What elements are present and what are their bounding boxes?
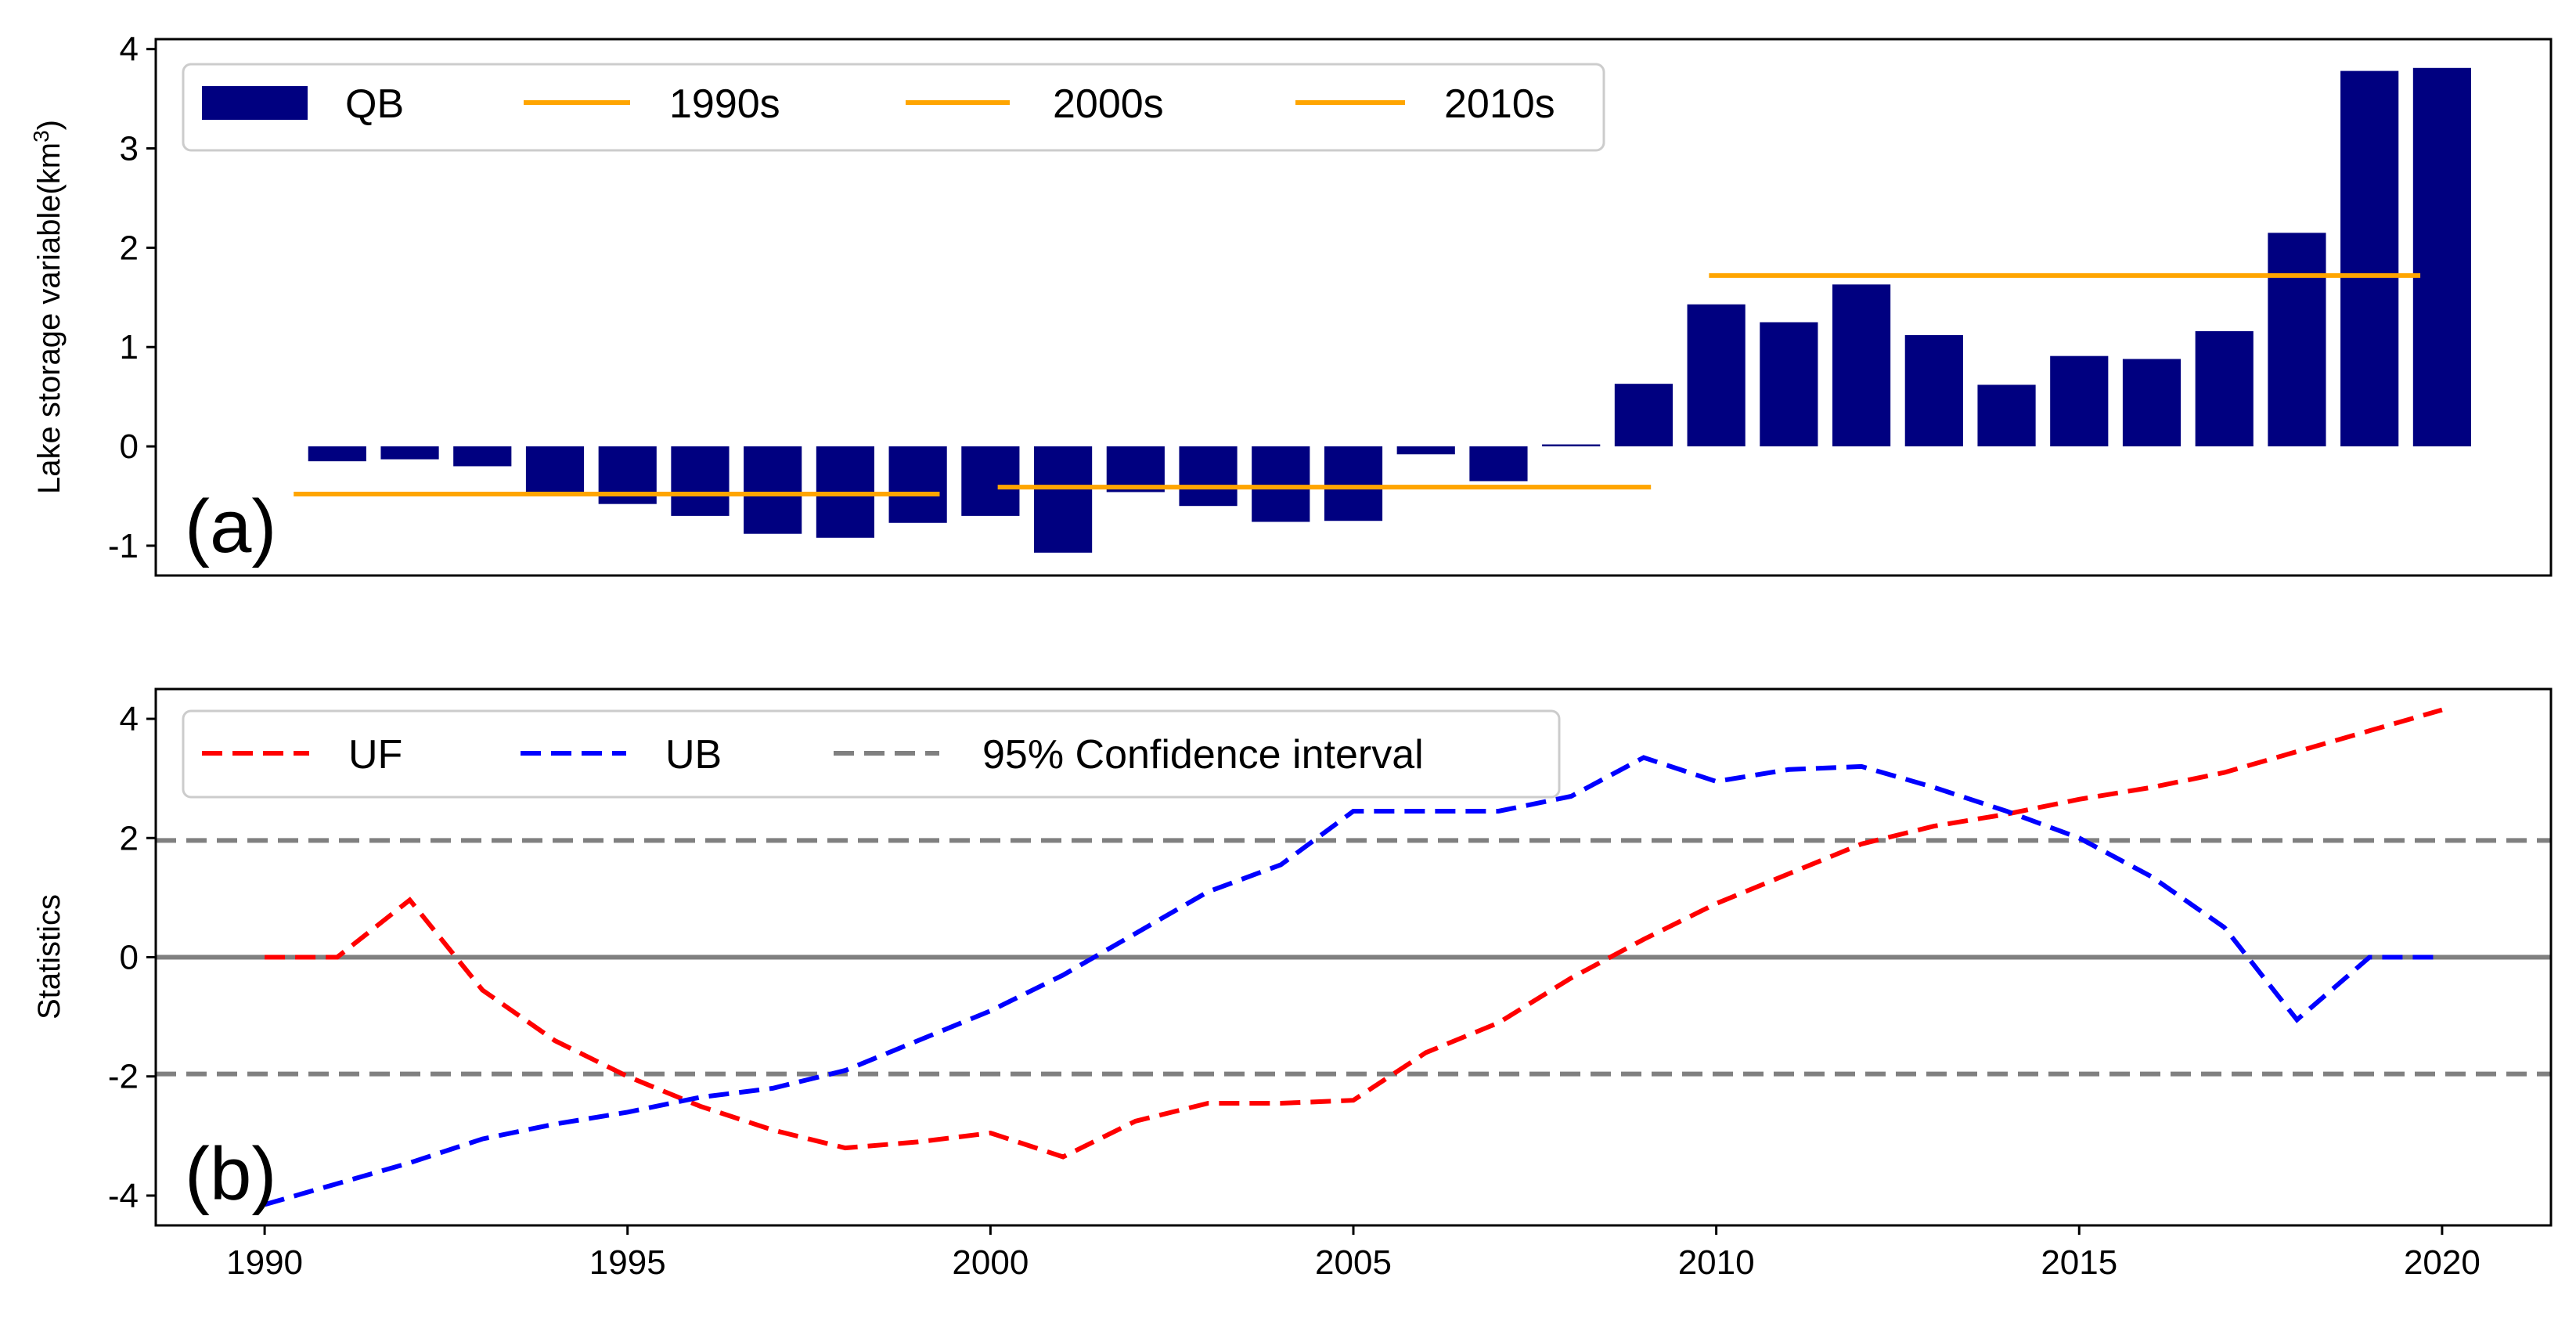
qb-bar-2006	[1396, 446, 1455, 455]
uf-line	[265, 707, 2443, 1160]
b-xtick-label: 2005	[1315, 1243, 1392, 1282]
legend-2000s-label: 2000s	[1053, 81, 1164, 127]
legend-2010s-label: 2010s	[1444, 81, 1555, 127]
qb-bar-2018	[2268, 233, 2326, 447]
panel-b-legend: UF UB 95% Confidence interval	[182, 709, 1561, 799]
panel-b-yticks: 4 2 0 -2 -4	[108, 700, 156, 1215]
b-ytick-label: 2	[120, 819, 139, 857]
panel-b: 4 2 0 -2 -4 1990 1995 2000 2005 2010 2015 2020 Sta…	[32, 687, 2553, 1282]
panel-a-legend-frame	[182, 63, 1605, 152]
qb-bar-2017	[2195, 330, 2254, 447]
legend-qb-label: QB	[345, 81, 404, 127]
a-ytick-label: 3	[120, 130, 139, 168]
panel-a-label: (a)	[185, 485, 276, 568]
panel-b-ylabel: Statistics	[32, 894, 67, 1019]
panel-a: 4 3 2 1 0 -1 Lake storage variable(km3) (a) Q…	[29, 31, 2553, 577]
qb-bar-1997	[744, 446, 802, 534]
qb-bar-1993	[453, 446, 512, 467]
ub-line	[264, 755, 2442, 1207]
b-xtick-label: 2020	[2404, 1243, 2481, 1282]
qb-bar-1991	[308, 446, 366, 462]
qb-bar-2016	[2122, 359, 2181, 447]
qb-bar-2012	[1832, 284, 1891, 447]
qb-bar-2009	[1614, 384, 1673, 447]
qb-bar-2001	[1034, 446, 1093, 553]
qb-bar-2020	[2412, 67, 2471, 447]
panel-a-legend: QB 1990s 2000s 2010s	[182, 63, 1605, 152]
qb-bar-2013	[1904, 335, 1963, 447]
panel-b-label: (b)	[185, 1132, 276, 1216]
b-xtick-label: 1995	[589, 1243, 666, 1282]
b-xtick-label: 1990	[226, 1243, 303, 1282]
qb-bar-2010	[1687, 304, 1746, 447]
qb-bar-1992	[380, 446, 439, 460]
legend-uf-label: UF	[348, 732, 402, 778]
qb-bar-2000	[961, 446, 1020, 516]
panel-a-ylabel: Lake storage variable(km3)	[29, 120, 67, 494]
b-ytick-label: -4	[108, 1177, 139, 1215]
b-ytick-label: 0	[120, 939, 139, 977]
qb-bar-2019	[2340, 70, 2399, 447]
qb-bar-1996	[671, 446, 730, 516]
panel-a-frame	[154, 38, 2553, 577]
qb-bar-2008	[1542, 444, 1601, 447]
qb-bar-2007	[1469, 446, 1528, 482]
qb-bar-2015	[2050, 355, 2109, 447]
a-ytick-label: -1	[108, 527, 139, 565]
a-ytick-label: 0	[120, 428, 139, 466]
qb-bar-2011	[1760, 322, 1818, 447]
legend-ub-label: UB	[665, 732, 722, 778]
legend-1990s-label: 1990s	[669, 81, 780, 127]
b-ytick-label: 4	[120, 700, 139, 738]
a-ytick-label: 1	[120, 328, 139, 366]
qb-bar-1994	[525, 446, 585, 493]
qb-bar-2014	[1977, 384, 2036, 447]
qb-bar-1999	[888, 446, 947, 523]
a-ytick-label: 4	[120, 31, 139, 69]
legend-qb-swatch	[202, 86, 308, 120]
b-ytick-label: -2	[108, 1058, 139, 1096]
panel-a-yticks: 4 3 2 1 0 -1	[108, 31, 156, 565]
b-xtick-label: 2010	[1678, 1243, 1755, 1282]
qb-bar-2005	[1324, 446, 1383, 521]
qb-bar-2004	[1252, 446, 1310, 522]
decade-mean-lines	[294, 272, 2421, 496]
qb-bar-2003	[1179, 446, 1238, 507]
qb-bar-2002	[1106, 446, 1165, 493]
b-xtick-label: 2015	[2041, 1243, 2117, 1282]
panel-b-xticks: 1990 1995 2000 2005 2010 2015 2020	[226, 1225, 2481, 1282]
b-xtick-label: 2000	[952, 1243, 1029, 1282]
a-ytick-label: 2	[120, 229, 139, 267]
legend-ci-label: 95% Confidence interval	[982, 732, 1424, 778]
